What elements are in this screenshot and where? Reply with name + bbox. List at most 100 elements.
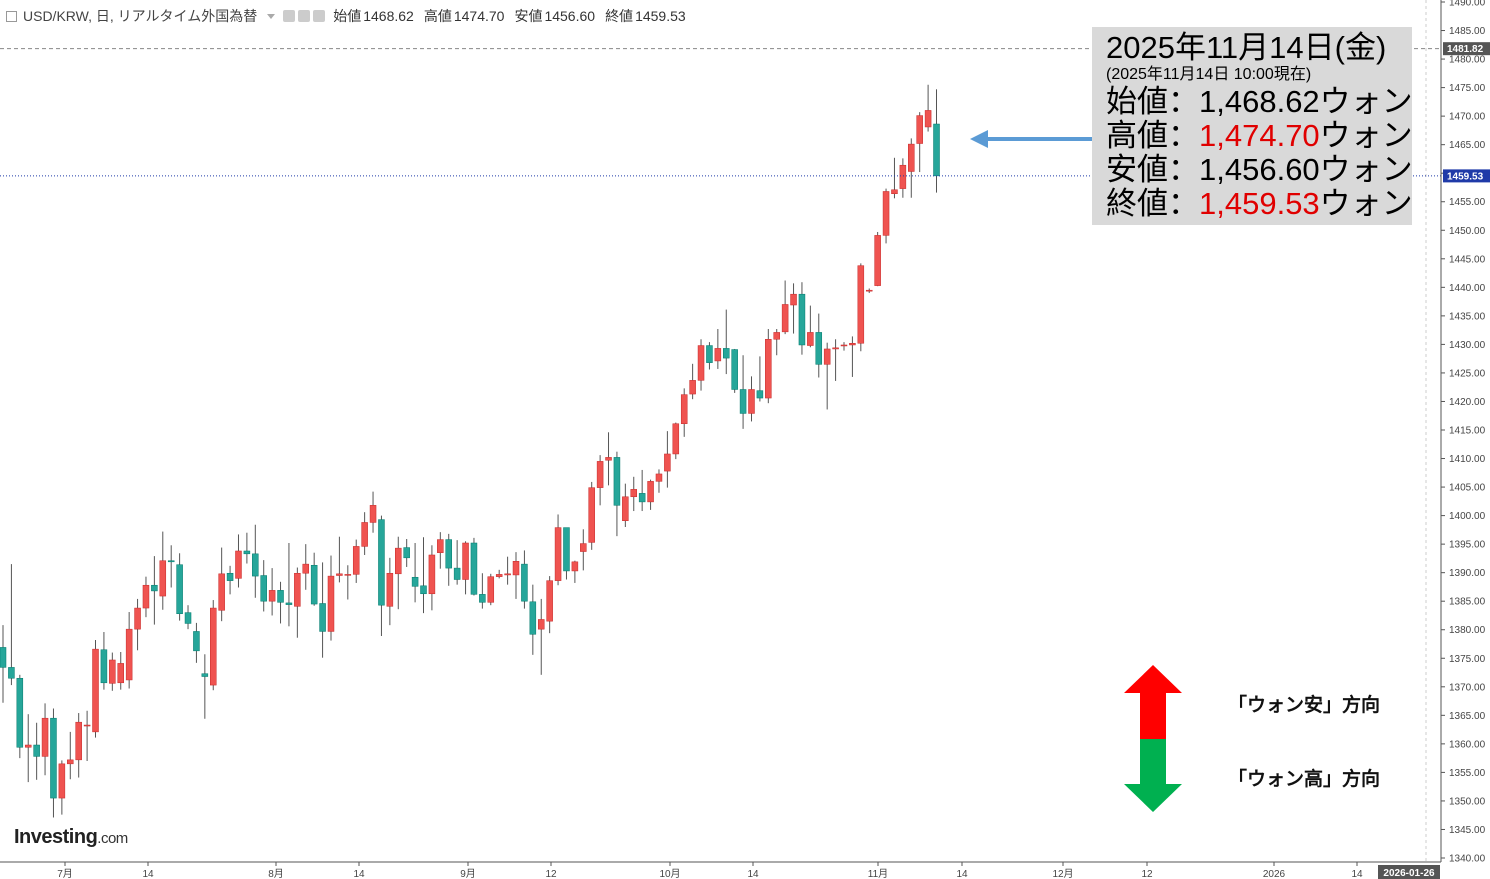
- candle-body: [773, 332, 780, 340]
- header-close-label: 終値: [605, 8, 634, 24]
- candle-body: [697, 345, 705, 381]
- x-tick-label: 14: [1351, 869, 1363, 879]
- candle-body: [176, 564, 183, 615]
- candle-body: [58, 763, 66, 799]
- candles: [0, 84, 940, 818]
- info-low-value: 1,456.60: [1199, 152, 1320, 187]
- settings-icon[interactable]: [283, 10, 296, 22]
- candle-body: [832, 347, 839, 350]
- chevron-down-icon[interactable]: [267, 14, 276, 19]
- y-tick-label: 1370.00: [1449, 682, 1486, 693]
- candle-body: [235, 550, 242, 579]
- candle-body: [765, 339, 772, 399]
- candle-body: [41, 717, 49, 757]
- candle-body: [521, 563, 528, 602]
- candle-body: [411, 576, 419, 587]
- info-high-row: 高値：1,474.70ウォン: [1106, 118, 1413, 153]
- candle-body: [134, 607, 141, 630]
- candle-body: [142, 584, 150, 609]
- y-tick-label: 1345.00: [1449, 825, 1486, 836]
- y-tick-label: 1380.00: [1449, 625, 1486, 636]
- x-tick-label: 14: [956, 869, 968, 879]
- x-tick-label: 2026: [1263, 869, 1286, 879]
- candle-body: [83, 724, 91, 727]
- y-tick-label: 1360.00: [1449, 739, 1486, 750]
- candle-body: [167, 560, 175, 563]
- symbol-label: USD/KRW, 日, リアルタイム外国為替: [23, 8, 258, 24]
- visibility-icon[interactable]: [298, 10, 311, 22]
- header-close-value: 1459.53: [635, 8, 686, 24]
- y-tick-label: 1445.00: [1449, 254, 1486, 265]
- y-tick-label: 1395.00: [1449, 540, 1486, 551]
- info-high-unit: ウォン: [1319, 118, 1413, 153]
- info-low-unit: ウォン: [1319, 152, 1413, 187]
- x-tick-label: 8月: [268, 868, 284, 879]
- candle-body: [201, 673, 209, 677]
- candle-body: [714, 348, 722, 362]
- candle-body: [790, 293, 797, 306]
- x-tick-label: 10月: [659, 868, 680, 879]
- y-tick-label: 1475.00: [1449, 83, 1486, 94]
- candle-body: [252, 553, 259, 577]
- candle-body: [840, 344, 848, 347]
- y-tick-label: 1385.00: [1449, 597, 1486, 608]
- candle-body: [756, 390, 764, 399]
- candle-body: [622, 496, 629, 521]
- collapse-icon[interactable]: [6, 11, 17, 22]
- candle-body: [361, 522, 368, 547]
- candle-body: [664, 453, 671, 472]
- y-tick-label: 1470.00: [1449, 112, 1486, 123]
- candle-body: [933, 123, 940, 177]
- candle-body: [495, 574, 503, 577]
- candle-body: [369, 505, 377, 523]
- candle-body: [546, 580, 553, 622]
- candle-body: [260, 575, 267, 602]
- candle-body: [67, 759, 74, 765]
- info-open-row: 始値：1,468.62ウォン: [1106, 84, 1413, 119]
- candle-body: [529, 601, 537, 635]
- y-tick-label: 1390.00: [1449, 568, 1486, 579]
- investing-logo[interactable]: Investing.com: [14, 826, 128, 849]
- candle-body: [689, 380, 696, 395]
- candle-body: [428, 554, 436, 595]
- candle-body: [268, 590, 276, 602]
- y-tick-label: 1415.00: [1449, 426, 1486, 437]
- annotations: [970, 130, 1182, 812]
- header-open-label: 始値: [333, 8, 362, 24]
- logo-main: Investing: [14, 826, 98, 848]
- candle-body: [731, 349, 738, 390]
- y-tick-label: 1440.00: [1449, 283, 1486, 294]
- won-strong-note: 「ウォン高」方向: [1228, 769, 1381, 790]
- candle-body: [504, 573, 511, 576]
- candle-body: [865, 289, 873, 292]
- header-open-value: 1468.62: [363, 8, 414, 24]
- candle-body: [512, 561, 520, 576]
- candle-body: [100, 649, 108, 684]
- dashed-level-tag-bg: [1443, 42, 1490, 56]
- candle-body: [16, 677, 24, 748]
- up-direction-arrow: [1124, 665, 1182, 739]
- more-icon[interactable]: [313, 10, 326, 22]
- candle-body: [92, 648, 99, 733]
- candle-body: [596, 461, 604, 488]
- candle-body: [159, 560, 167, 597]
- x-tick-label: 12: [545, 869, 557, 879]
- candle-body: [285, 602, 293, 605]
- candle-body: [125, 628, 133, 681]
- candle-body: [302, 563, 310, 574]
- price-info-box: 2025年11月14日(金) (2025年11月14日 10:00現在) 始値：…: [1092, 27, 1413, 225]
- y-tick-label: 1355.00: [1449, 768, 1486, 779]
- candle-body: [344, 574, 352, 576]
- candle-body: [739, 389, 747, 414]
- candle-body: [706, 345, 713, 363]
- candle-body: [479, 594, 486, 603]
- chart-header: USD/KRW, 日, リアルタイム外国為替 始値 1468.62 高値 1474.70…: [6, 6, 696, 26]
- candle-body: [605, 457, 612, 461]
- candle-body: [857, 265, 865, 344]
- candle-body: [445, 539, 452, 569]
- cursor-date-bg: [1378, 865, 1440, 879]
- y-tick-label: 1465.00: [1449, 140, 1486, 151]
- info-open-label: 始値：: [1106, 84, 1199, 119]
- candle-body: [75, 721, 82, 761]
